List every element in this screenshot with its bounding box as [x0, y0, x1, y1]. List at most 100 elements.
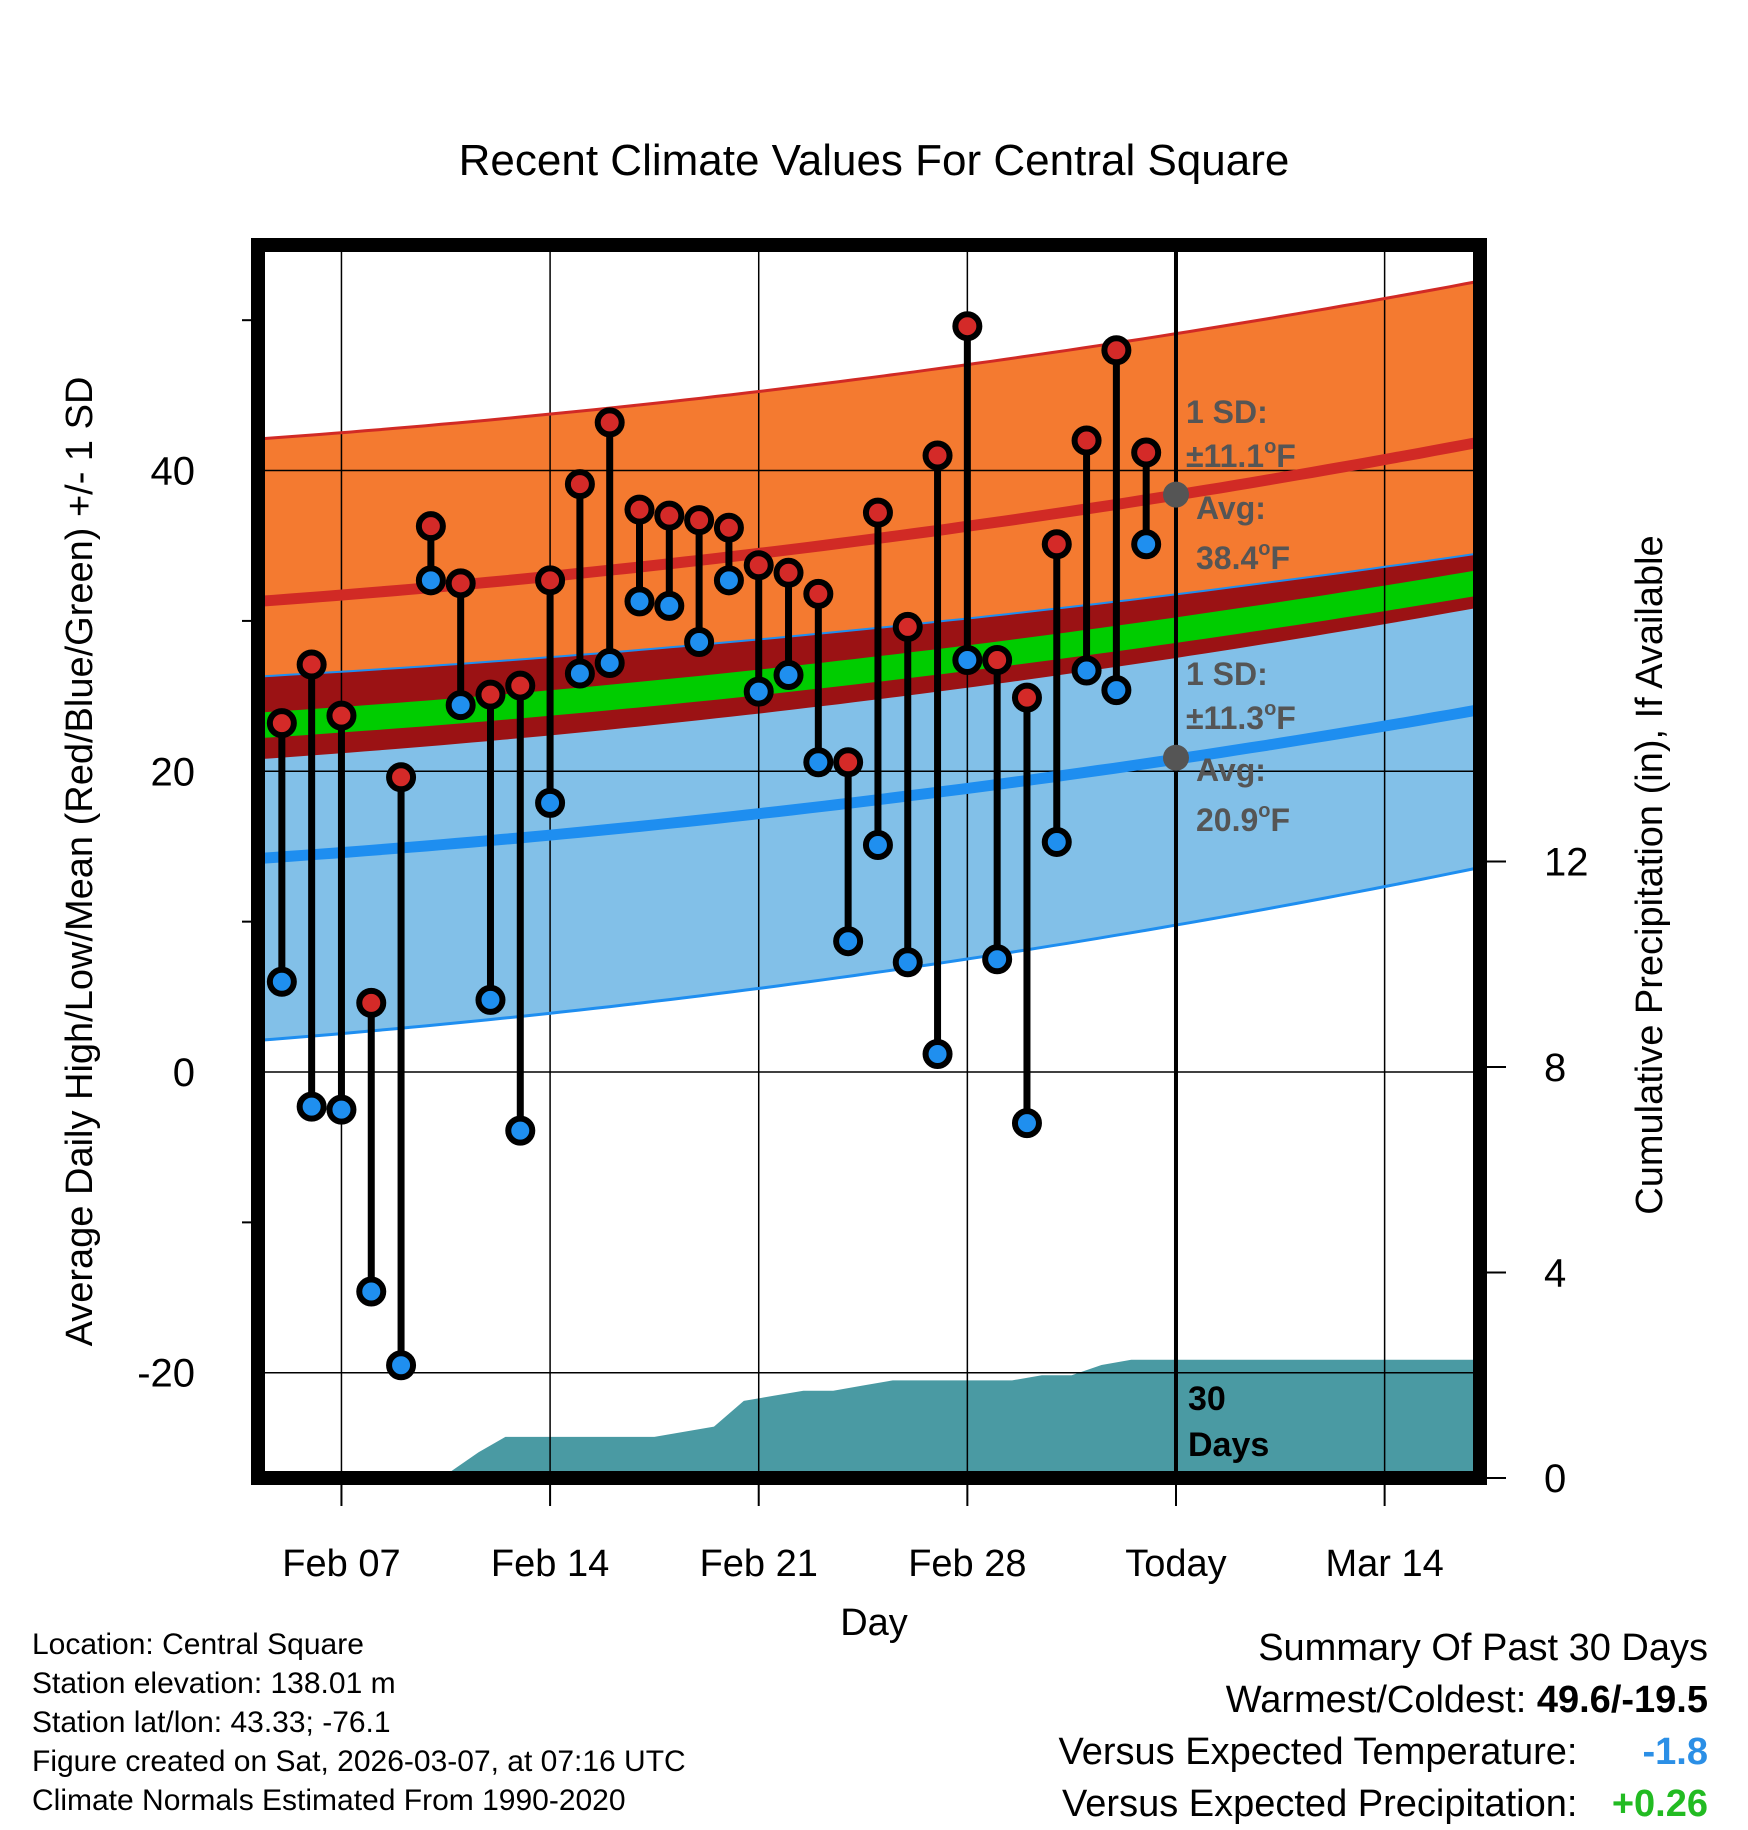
- window-label-number: 30: [1188, 1380, 1226, 1418]
- daily-low-point: [564, 658, 595, 689]
- y-tick-label: 40: [151, 450, 196, 494]
- normal-bands: [258, 281, 1480, 1041]
- high-avg-value: 38.4oF: [1196, 538, 1290, 576]
- daily-low-point: [1131, 529, 1162, 560]
- summary-title: Summary Of Past 30 Days: [1258, 1627, 1708, 1669]
- daily-low-point: [833, 926, 864, 957]
- x-axis-label: Day: [840, 1602, 908, 1644]
- warm-cold-value: 49.6/-19.5: [1536, 1679, 1708, 1721]
- temp-anomaly-row: Versus Expected Temperature: -1.8: [1059, 1726, 1708, 1778]
- low-average-line: [257, 704, 1481, 864]
- y-tick-label: 0: [173, 1051, 195, 1095]
- daily-high-point: [803, 578, 834, 609]
- daily-high-point: [386, 762, 417, 793]
- daily-high-point: [743, 550, 774, 581]
- daily-high-point: [684, 505, 715, 536]
- created-text: Figure created on Sat, 2026-03-07, at 07…: [32, 1745, 686, 1778]
- window-label-days: Days: [1188, 1426, 1269, 1464]
- normal-annotations: 1 SD: ±11.1oF Avg: 38.4oF 1 SD: ±11.3oF Avg: 20…: [1162, 394, 1296, 838]
- daily-low-point: [475, 984, 506, 1015]
- high-avg-label: Avg:: [1196, 490, 1266, 526]
- daily-high-point: [356, 987, 387, 1018]
- y-right-tick-label: 12: [1544, 841, 1589, 885]
- y-right-tick-label: 0: [1544, 1457, 1566, 1501]
- daily-high-point: [713, 512, 744, 543]
- daily-low-point: [684, 626, 715, 657]
- warm-cold-label: Warmest/Coldest:: [1225, 1679, 1527, 1721]
- daily-low-point: [654, 590, 685, 621]
- high-sd-label: 1 SD:: [1186, 394, 1268, 430]
- daily-low-point: [535, 787, 566, 818]
- daily-temperature-series: [266, 311, 1162, 1381]
- daily-low-point: [982, 944, 1013, 975]
- location-text: Location: Central Square: [32, 1628, 364, 1661]
- daily-low-point: [1101, 675, 1132, 706]
- daily-low-point: [326, 1094, 357, 1125]
- daily-high-point: [624, 494, 655, 525]
- daily-low-point: [594, 648, 625, 679]
- daily-low-point: [952, 645, 983, 676]
- daily-high-point: [1041, 529, 1072, 560]
- x-tick-label: Feb 07: [282, 1543, 400, 1585]
- precip-area: [386, 1359, 1481, 1478]
- daily-high-point: [654, 500, 685, 531]
- daily-low-point: [803, 747, 834, 778]
- low-lower-line: [257, 866, 1481, 1042]
- daily-low-point: [415, 565, 446, 596]
- daily-low-point: [266, 966, 297, 997]
- daily-high-point: [296, 649, 327, 680]
- x-tick-label: Feb 21: [700, 1543, 818, 1585]
- daily-low-point: [743, 676, 774, 707]
- summary-panel: Summary Of Past 30 Days Warmest/Coldest:…: [1059, 1622, 1708, 1830]
- daily-high-point: [1071, 425, 1102, 456]
- daily-high-point: [594, 407, 625, 438]
- daily-low-point: [713, 565, 744, 596]
- daily-high-point: [862, 497, 893, 528]
- daily-high-point: [833, 747, 864, 778]
- station-info: Location: Central Square Station elevati…: [32, 1625, 686, 1820]
- normals-text: Climate Normals Estimated From 1990-2020: [32, 1784, 626, 1817]
- daily-high-point: [415, 511, 446, 542]
- daily-low-point: [922, 1038, 953, 1069]
- daily-low-point: [505, 1115, 536, 1146]
- daily-high-point: [982, 645, 1013, 676]
- daily-high-point: [952, 311, 983, 342]
- plot-border: [251, 238, 1487, 1485]
- daily-high-point: [922, 440, 953, 471]
- temp-anomaly-value: -1.8: [1642, 1731, 1708, 1773]
- elevation-text: Station elevation: 138.01 m: [32, 1667, 396, 1700]
- low-avg-value: 20.9oF: [1196, 800, 1290, 838]
- mean-normal-band: [258, 569, 1480, 739]
- daily-high-point: [1011, 682, 1042, 713]
- daily-high-point: [892, 611, 923, 642]
- high-upper-line: [257, 279, 1481, 441]
- precip-anomaly-label: Versus Expected Precipitation:: [1062, 1783, 1578, 1825]
- low-avg-label: Avg:: [1196, 752, 1266, 788]
- low-average-dot: [1162, 744, 1189, 771]
- x-tick-label: Today: [1125, 1543, 1226, 1585]
- daily-low-point: [445, 690, 476, 721]
- x-tick-label: Feb 28: [908, 1543, 1026, 1585]
- warm-cold-row: Warmest/Coldest: 49.6/-19.5: [1059, 1674, 1708, 1726]
- low-sd-value: ±11.3oF: [1186, 698, 1296, 736]
- latlon-text: Station lat/lon: 43.33; -76.1: [32, 1706, 391, 1739]
- daily-high-point: [773, 557, 804, 588]
- daily-low-point: [892, 947, 923, 978]
- daily-low-point: [296, 1091, 327, 1122]
- daily-low-point: [386, 1350, 417, 1381]
- x-tick-label: Mar 14: [1325, 1543, 1443, 1585]
- precip-anomaly-value: +0.26: [1611, 1783, 1708, 1825]
- daily-low-point: [624, 586, 655, 617]
- low-sd-label: 1 SD:: [1186, 656, 1268, 692]
- daily-high-point: [326, 700, 357, 731]
- daily-high-point: [564, 469, 595, 500]
- daily-low-point: [1071, 655, 1102, 686]
- daily-high-point: [266, 708, 297, 739]
- daily-low-point: [1011, 1108, 1042, 1139]
- y-right-tick-label: 8: [1544, 1046, 1566, 1090]
- y-right-tick-label: 4: [1544, 1252, 1566, 1296]
- y-tick-label: -20: [137, 1352, 195, 1396]
- high-sd-value: ±11.1oF: [1186, 436, 1296, 474]
- daily-low-point: [773, 660, 804, 691]
